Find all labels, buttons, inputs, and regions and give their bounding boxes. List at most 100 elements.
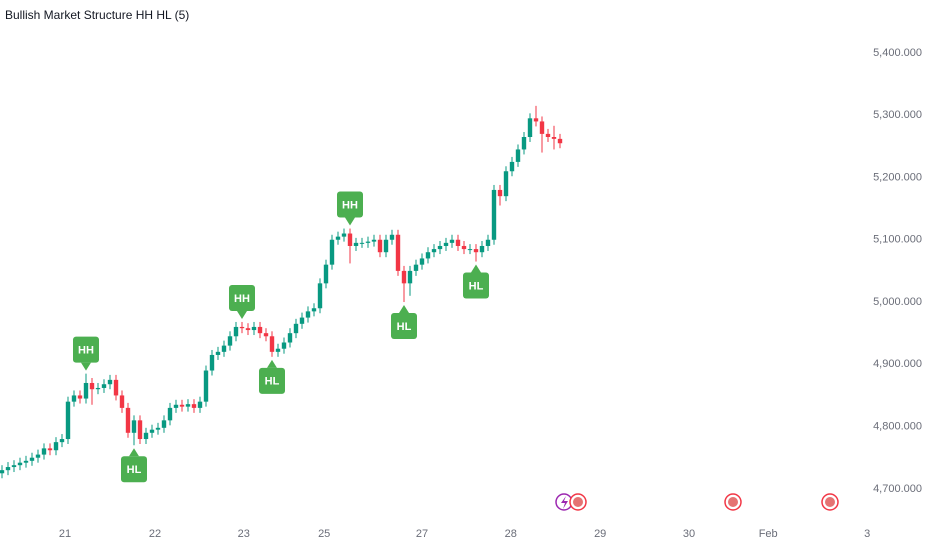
marker-pointer [236,310,247,319]
structure-marker: HL [462,264,489,299]
candle [209,349,215,376]
marker-box [72,336,99,363]
candle [23,455,29,468]
candle-body [311,308,317,312]
candle [179,399,185,412]
marker-pointer [128,448,139,457]
flag-icon [825,497,835,507]
candle-body [161,420,167,428]
candle-body [335,236,341,240]
candle [107,374,113,390]
candle-body [449,239,455,243]
candle [311,303,317,317]
candle-body [485,239,491,246]
candle [245,323,251,336]
candle-body [155,427,161,430]
x-tick-label: 28 [505,528,517,540]
candle [275,343,281,357]
x-tick-label: 23 [238,528,250,540]
candle [293,318,299,339]
marker-label: HH [78,345,94,357]
y-tick-label: 5,000.000 [873,296,922,308]
event-icon-glyph [561,496,568,509]
candle-body [197,401,203,408]
candle [347,228,353,264]
candle-body [215,351,221,355]
candle [437,240,443,255]
candle [365,236,371,248]
candle-body [539,121,545,134]
candle [485,234,491,251]
candle-body [377,239,383,253]
candle-body [389,234,395,240]
candle [377,234,383,258]
y-tick-label: 4,700.000 [873,483,922,495]
candle-body [95,387,101,390]
candle-body [497,189,503,197]
candle-body [29,457,35,461]
candle [431,244,437,258]
candle-body [131,420,137,433]
candle [89,377,95,405]
marker-pointer [470,264,481,273]
marker-label: HL [265,376,280,388]
candle [497,184,503,206]
candle-body [149,429,155,433]
candle-body [17,462,23,466]
marker-pointer [344,217,355,226]
candle-body [11,465,17,468]
candle-body [413,264,419,271]
candle [239,321,245,334]
candle-body [467,249,473,251]
candle-body [443,242,449,246]
candle-body [317,283,323,309]
candle [41,443,47,460]
candle [545,128,551,142]
candle [191,399,197,413]
candle-body [509,161,515,172]
candle-body [383,239,389,253]
y-tick-label: 5,400.000 [873,47,922,59]
flag-icon [573,497,583,507]
candle [443,237,449,251]
candle [185,399,191,412]
candle-body [179,404,185,407]
candle [389,229,395,245]
candle [533,105,539,127]
candle [197,396,203,413]
candle [455,234,461,251]
candle [467,244,473,255]
candle [47,443,53,456]
marker-label: HL [127,464,142,476]
candle-body [47,448,53,451]
candle-body [119,395,125,408]
candle [335,231,341,245]
candle-body [431,249,437,253]
candle [359,237,365,248]
candle [419,253,425,270]
candle [515,144,521,167]
candle-body [533,118,539,122]
candle-body [173,404,179,408]
candle [77,390,83,404]
candle-body [35,454,41,458]
candle-body [437,245,443,250]
candle-body [329,239,335,265]
flag-icon [728,497,738,507]
candle [425,247,431,264]
chart-title: Bullish Market Structure HH HL (5) [5,8,189,22]
candle [407,265,413,296]
marker-box [462,272,489,299]
candle-body [185,404,191,407]
candle-body [0,470,5,474]
candle-body [65,401,71,440]
candle [143,427,149,445]
y-tick-label: 4,800.000 [873,420,922,432]
x-tick-label: 27 [416,528,428,540]
candle-body [287,333,293,343]
candle-body [347,233,353,246]
candle [251,321,257,336]
marker-pointer [398,305,409,314]
candle-body [557,138,563,144]
